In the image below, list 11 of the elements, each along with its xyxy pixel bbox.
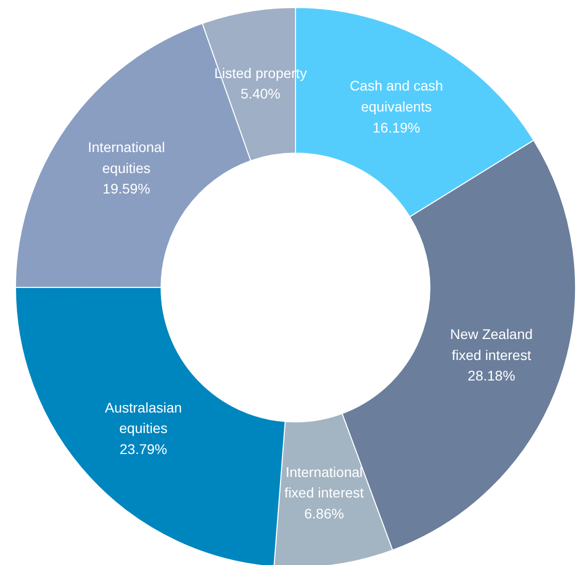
data-label: 19.59% — [102, 180, 150, 197]
data-label: 16.19% — [372, 119, 420, 136]
data-label: 23.79% — [120, 441, 168, 458]
data-label: 28.18% — [468, 368, 516, 384]
data-label: 6.86% — [304, 506, 344, 522]
slice-label: International fixed interest — [284, 464, 364, 501]
slice-label: New Zealand fixed interest — [450, 326, 533, 363]
slice-label: International equities — [88, 138, 165, 176]
data-label: 5.40% — [240, 86, 280, 102]
slice-label: Cash and cash equivalents — [350, 78, 444, 115]
slice-label: Australasian equities — [104, 399, 182, 436]
